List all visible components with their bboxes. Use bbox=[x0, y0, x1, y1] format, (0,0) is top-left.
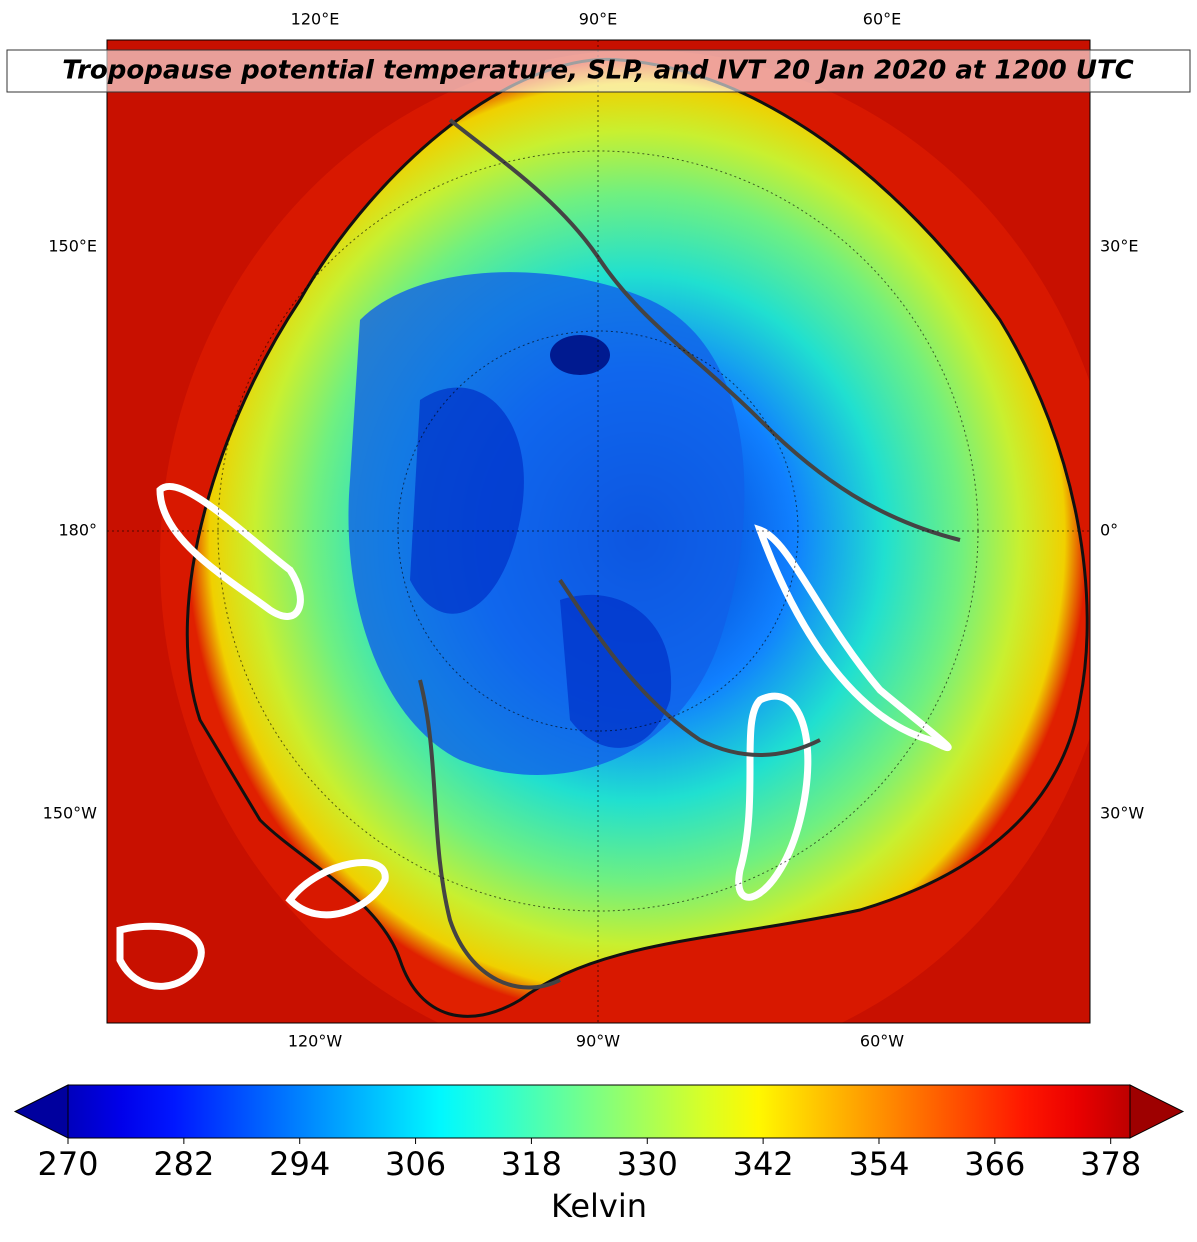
colorbar-tick-label: 354 bbox=[848, 1145, 909, 1183]
ivt-contours bbox=[116, 483, 952, 990]
lon-label: 30°W bbox=[1100, 804, 1144, 823]
lon-label: 120°W bbox=[288, 1032, 343, 1051]
colorbar-tick-label: 318 bbox=[501, 1145, 562, 1183]
title: Tropopause potential temperature, SLP, a… bbox=[62, 56, 1134, 86]
colorbar-tick-label: 342 bbox=[733, 1145, 794, 1183]
colorbar-tick-label: 366 bbox=[964, 1145, 1025, 1183]
lon-label: 60°W bbox=[860, 1032, 904, 1051]
colorbar-tick-label: 282 bbox=[153, 1145, 214, 1183]
colorbar-tick-label: 330 bbox=[617, 1145, 678, 1183]
title-box bbox=[6, 49, 1191, 93]
lon-label: 180° bbox=[58, 521, 97, 540]
lon-label: 90°E bbox=[579, 10, 617, 29]
map-frame bbox=[106, 39, 1091, 1024]
colorbar: 270 282 294 306 318 330 342 354 366 378 Kelvin bbox=[13, 1084, 1185, 1225]
coastlines bbox=[418, 118, 961, 990]
lon-label: 0° bbox=[1100, 521, 1118, 540]
colorbar-label: Kelvin bbox=[551, 1187, 647, 1225]
colorbar-tick-label: 270 bbox=[37, 1145, 98, 1183]
colorbar-tick-label: 306 bbox=[385, 1145, 446, 1183]
colorbar-extend bbox=[13, 1084, 69, 1139]
colorbar-tick-label: 294 bbox=[269, 1145, 330, 1183]
colorbar-tick-label: 378 bbox=[1080, 1145, 1141, 1183]
lon-label: 30°E bbox=[1100, 237, 1138, 256]
lon-label: 150°E bbox=[48, 237, 97, 256]
lon-label: 60°E bbox=[863, 10, 901, 29]
graticule bbox=[107, 40, 1090, 1023]
lon-label: 120°E bbox=[291, 10, 340, 29]
colorbar-body bbox=[67, 1084, 1131, 1139]
map bbox=[107, 40, 1090, 1023]
lon-label: 150°W bbox=[43, 804, 98, 823]
lon-label: 90°W bbox=[576, 1032, 620, 1051]
colorbar-extend bbox=[1129, 1084, 1185, 1139]
